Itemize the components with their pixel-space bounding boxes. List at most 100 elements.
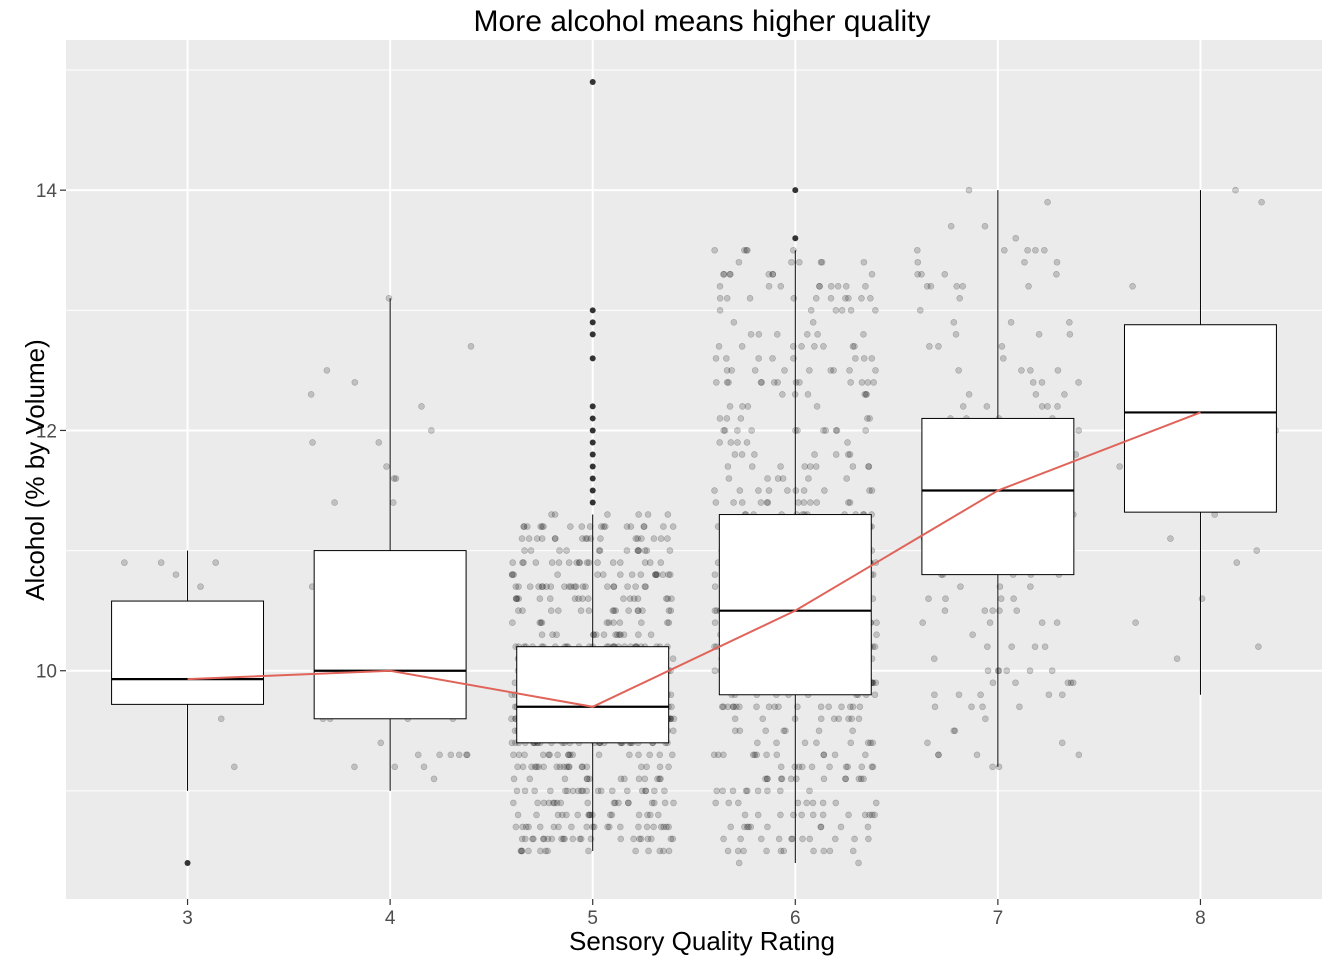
jitter-point xyxy=(851,835,858,843)
jitter-point xyxy=(1032,391,1040,398)
jitter-point xyxy=(744,403,752,410)
jitter-point xyxy=(389,499,397,506)
jitter-point xyxy=(777,811,784,819)
jitter-point xyxy=(820,427,827,434)
jitter-point xyxy=(584,775,591,783)
jitter-point xyxy=(548,559,556,566)
jitter-point xyxy=(831,751,839,759)
jitter-point xyxy=(620,631,628,638)
jitter-point xyxy=(845,295,852,302)
jitter-point xyxy=(597,787,605,795)
jitter-point xyxy=(794,799,802,807)
jitter-point xyxy=(816,282,823,290)
jitter-point xyxy=(777,787,784,795)
jitter-point xyxy=(777,763,785,771)
jitter-point xyxy=(1069,679,1077,687)
jitter-point xyxy=(832,451,840,458)
jitter-point xyxy=(868,763,876,771)
jitter-point xyxy=(792,379,800,386)
jitter-point xyxy=(855,715,863,723)
jitter-point xyxy=(653,571,661,578)
jitter-point xyxy=(583,763,591,771)
jitter-point xyxy=(654,811,662,819)
jitter-point xyxy=(873,631,880,638)
jitter-point xyxy=(1053,619,1061,626)
jitter-point xyxy=(830,715,838,723)
jitter-point xyxy=(794,703,801,711)
jitter-point xyxy=(865,463,873,470)
jitter-point xyxy=(777,463,784,470)
jitter-point xyxy=(871,811,878,819)
jitter-point xyxy=(610,583,618,590)
jitter-point xyxy=(567,523,574,530)
jitter-point xyxy=(801,463,809,470)
jitter-point xyxy=(540,799,548,807)
jitter-point xyxy=(564,787,571,795)
jitter-point xyxy=(832,427,840,434)
outlier-point xyxy=(184,859,191,866)
jitter-point xyxy=(837,823,845,831)
jitter-point xyxy=(616,619,624,626)
jitter-point xyxy=(584,595,592,602)
jitter-point xyxy=(1167,535,1174,542)
outlier-point xyxy=(589,403,596,410)
jitter-point xyxy=(923,282,931,290)
jitter-point xyxy=(641,775,649,783)
jitter-point xyxy=(832,307,840,314)
jitter-point xyxy=(1024,246,1031,254)
jitter-point xyxy=(642,787,650,795)
jitter-point xyxy=(634,607,642,614)
jitter-point xyxy=(745,823,752,831)
jitter-point xyxy=(509,559,517,566)
jitter-point xyxy=(418,403,425,410)
jitter-point xyxy=(729,787,737,795)
jitter-point xyxy=(534,799,541,807)
jitter-point xyxy=(801,739,809,747)
jitter-point xyxy=(537,619,545,626)
jitter-point xyxy=(862,391,870,398)
jitter-point xyxy=(509,571,516,578)
jitter-point xyxy=(997,595,1005,602)
jitter-point xyxy=(1053,270,1060,278)
jitter-point xyxy=(727,270,734,278)
jitter-point xyxy=(519,823,526,831)
jitter-point xyxy=(197,583,204,590)
jitter-point xyxy=(624,799,632,807)
jitter-point xyxy=(309,439,316,446)
jitter-point xyxy=(918,270,925,278)
jitter-point xyxy=(862,427,869,434)
jitter-point xyxy=(617,631,624,638)
jitter-point xyxy=(811,343,818,350)
jitter-point xyxy=(830,367,837,374)
jitter-point xyxy=(545,799,553,807)
jitter-point xyxy=(621,775,628,783)
jitter-point xyxy=(666,547,674,554)
jitter-point xyxy=(172,571,180,578)
jitter-point xyxy=(594,571,601,578)
jitter-point xyxy=(553,763,561,771)
box-7 xyxy=(921,417,1075,576)
jitter-point xyxy=(798,811,805,819)
jitter-point xyxy=(664,511,672,518)
jitter-point xyxy=(668,595,675,602)
jitter-point xyxy=(753,751,760,759)
jitter-point xyxy=(757,379,765,386)
jitter-point xyxy=(546,751,553,759)
jitter-point xyxy=(773,751,781,759)
jitter-point xyxy=(551,799,558,807)
jitter-point xyxy=(657,559,665,566)
jitter-point xyxy=(981,222,989,230)
jitter-point xyxy=(1075,427,1083,434)
jitter-point xyxy=(571,583,578,590)
jitter-point xyxy=(788,835,795,843)
jitter-point xyxy=(989,607,996,614)
jitter-point xyxy=(1038,619,1046,626)
jitter-point xyxy=(725,475,733,482)
jitter-point xyxy=(779,475,787,482)
jitter-point xyxy=(925,595,932,602)
jitter-point xyxy=(819,811,827,819)
jitter-point xyxy=(571,595,579,602)
jitter-point xyxy=(751,451,758,458)
jitter-point xyxy=(617,823,624,831)
jitter-point xyxy=(525,847,532,855)
